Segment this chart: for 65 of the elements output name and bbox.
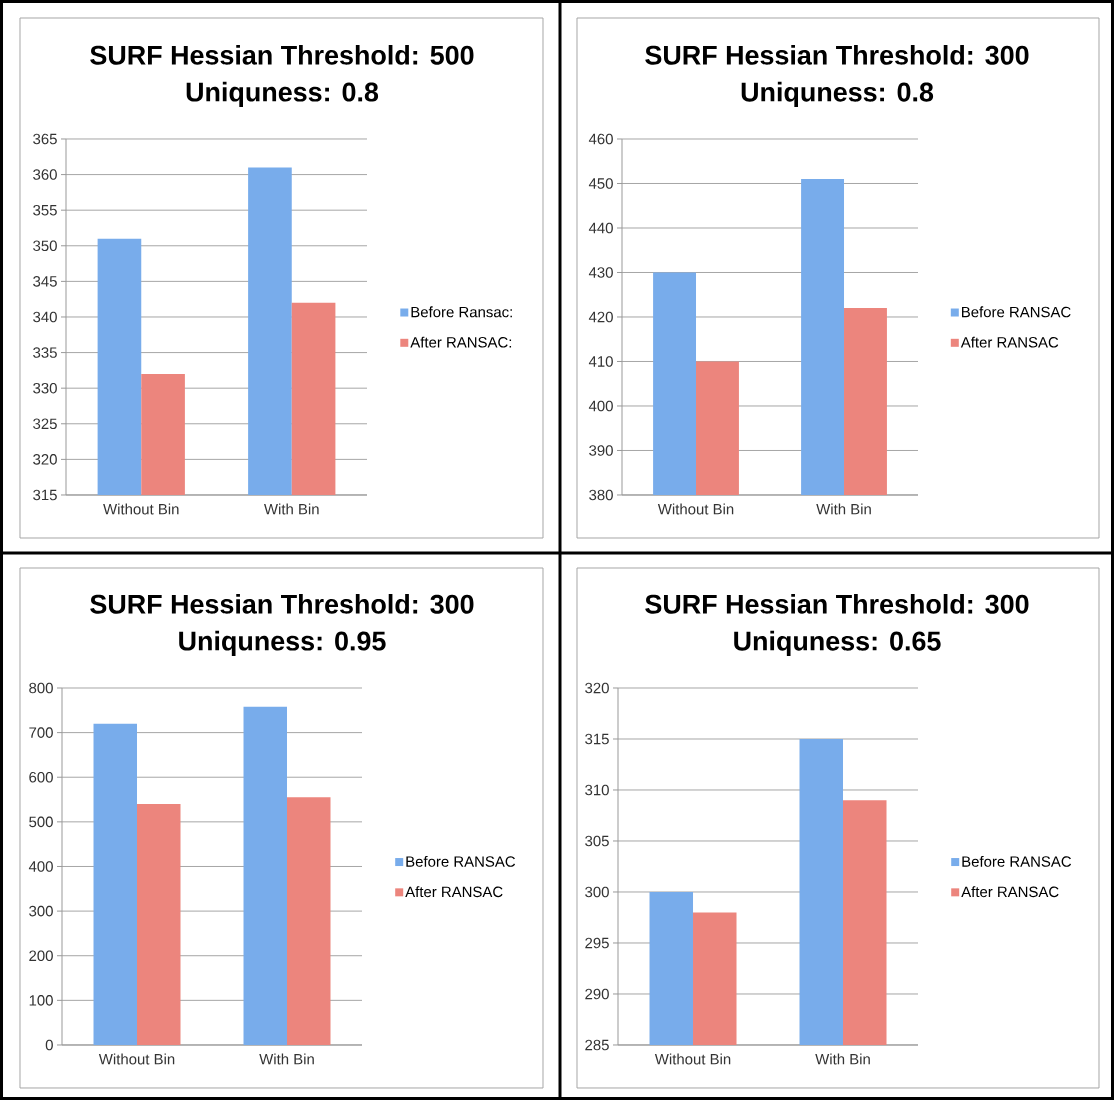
- x-tick-label: With Bin: [259, 1053, 314, 1065]
- bar: [243, 706, 288, 1045]
- legend-label: Before Ransac:: [411, 306, 512, 318]
- y-tick-label: 380: [589, 489, 613, 501]
- y-tick-label: 300: [29, 905, 53, 917]
- y-tick-label: 340: [33, 311, 57, 323]
- chart-title: SURF Hessian Threshold: 300: [645, 594, 1029, 614]
- chart-title: SURF Hessian Threshold: 500: [90, 44, 474, 65]
- y-tick-label: 390: [589, 445, 613, 456]
- legend-label: Before RANSAC: [962, 855, 1072, 867]
- x-tick-label: Without Bin: [654, 1053, 731, 1065]
- bar: [137, 804, 181, 1045]
- y-tick-label: 700: [29, 727, 53, 738]
- y-tick-label: 355: [33, 204, 57, 216]
- x-tick-label: Without Bin: [103, 503, 179, 515]
- y-tick-label: 315: [33, 489, 57, 501]
- y-tick-label: 295: [585, 937, 609, 949]
- x-tick-label: Without Bin: [657, 503, 734, 515]
- y-tick-label: 0: [45, 1039, 53, 1051]
- y-tick-label: 290: [585, 988, 609, 1000]
- y-tick-label: 315: [585, 733, 609, 745]
- x-tick-label: With Bin: [815, 1053, 870, 1065]
- y-tick-label: 600: [29, 771, 53, 783]
- legend-label: After RANSAC:: [410, 336, 512, 348]
- y-tick-label: 285: [585, 1039, 609, 1051]
- y-tick-label: 410: [588, 356, 613, 367]
- y-tick-label: 420: [588, 311, 613, 323]
- y-tick-label: 400: [588, 400, 613, 412]
- bar: [287, 797, 331, 1045]
- y-tick-label: 300: [585, 886, 609, 898]
- legend-label: After RANSAC: [960, 336, 1059, 348]
- chart-subtitle: Uniquness: 0.8: [186, 81, 379, 107]
- y-tick-label: 460: [588, 133, 613, 145]
- chart-subtitle: Uniquness: 0.95: [179, 630, 386, 656]
- chart-title: SURF Hessian Threshold: 300: [90, 594, 474, 614]
- y-tick-label: 325: [33, 418, 57, 430]
- legend-label: After RANSAC: [405, 886, 503, 898]
- chart-subtitle: Uniquness: 0.65: [734, 630, 941, 656]
- y-tick-label: 430: [588, 267, 613, 278]
- y-tick-label: 200: [29, 950, 53, 962]
- y-tick-label: 400: [28, 861, 53, 872]
- chart-subtitle: Uniquness: 0.8: [741, 81, 934, 107]
- legend-label: Before RANSAC: [406, 855, 516, 867]
- chart-title: SURF Hessian Threshold: 300: [645, 45, 1029, 65]
- y-tick-label: 450: [588, 178, 613, 189]
- y-tick-label: 500: [29, 816, 53, 828]
- y-tick-label: 365: [33, 133, 57, 145]
- x-tick-label: With Bin: [264, 503, 319, 515]
- x-tick-label: With Bin: [816, 503, 871, 515]
- y-tick-label: 305: [585, 835, 609, 847]
- y-tick-label: 345: [33, 276, 57, 287]
- y-tick-label: 335: [33, 347, 57, 358]
- y-tick-label: 310: [585, 784, 609, 796]
- bar: [93, 723, 138, 1045]
- y-tick-label: 360: [33, 169, 57, 180]
- y-tick-label: 350: [33, 240, 57, 252]
- y-tick-label: 440: [588, 222, 613, 234]
- legend-label: After RANSAC: [961, 886, 1059, 898]
- x-tick-label: Without Bin: [98, 1053, 175, 1065]
- y-tick-label: 800: [29, 682, 53, 694]
- y-tick-label: 320: [33, 454, 57, 465]
- y-tick-label: 100: [29, 995, 53, 1006]
- y-tick-label: 320: [585, 682, 609, 694]
- legend-label: Before RANSAC: [962, 306, 1071, 318]
- y-tick-label: 330: [33, 382, 57, 394]
